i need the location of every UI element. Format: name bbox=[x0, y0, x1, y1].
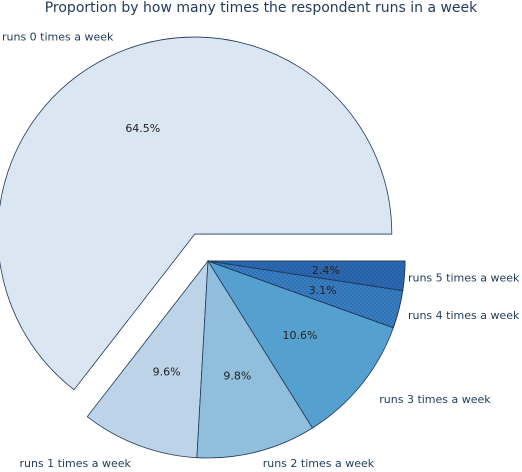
category-label-4: runs 4 times a week bbox=[408, 309, 520, 322]
category-label-2: runs 2 times a week bbox=[263, 457, 375, 470]
percent-label-5: 2.4% bbox=[312, 264, 340, 277]
percent-label-2: 9.8% bbox=[223, 369, 251, 382]
pie-slice-3 bbox=[207, 260, 394, 429]
pie-slice-0 bbox=[0, 36, 393, 391]
chart-title: Proportion by how many times the respond… bbox=[45, 0, 478, 16]
category-label-3: runs 3 times a week bbox=[379, 393, 491, 406]
percent-label-3: 10.6% bbox=[283, 329, 318, 342]
percent-label-1: 9.6% bbox=[153, 366, 181, 379]
pie-slice-2 bbox=[196, 259, 314, 459]
percent-labels: 64.5% 9.6% 9.8% 10.6% 3.1% 2.4% bbox=[125, 122, 340, 383]
category-label-5: runs 5 times a week bbox=[408, 272, 520, 285]
category-label-0: runs 0 times a week bbox=[2, 30, 114, 43]
percent-label-4: 3.1% bbox=[309, 284, 337, 297]
pie-slices bbox=[0, 36, 406, 459]
category-labels: runs 0 times a week runs 1 times a week ru… bbox=[2, 30, 520, 470]
percent-label-0: 64.5% bbox=[125, 122, 160, 135]
category-label-1: runs 1 times a week bbox=[19, 457, 131, 470]
pie-slice-1 bbox=[86, 259, 209, 459]
pie-slice-hatch-5 bbox=[207, 260, 406, 292]
